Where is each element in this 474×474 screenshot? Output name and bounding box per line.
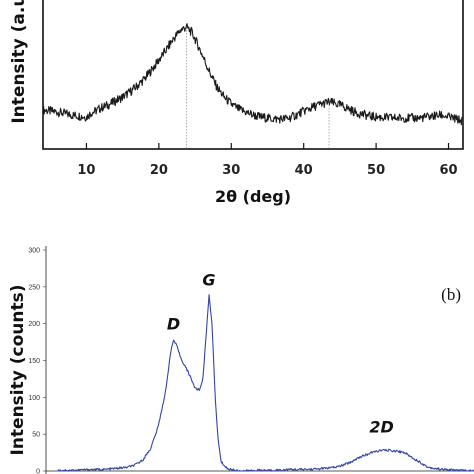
peak-label: D	[167, 315, 180, 334]
peak-label: 2D	[369, 418, 393, 437]
y-tick-label: 250	[28, 284, 40, 291]
x-tick-label: 20	[150, 163, 168, 178]
y-tick-label: 150	[28, 358, 40, 365]
x-tick-label: 30	[222, 163, 240, 178]
x-tick-label: 10	[77, 163, 95, 178]
reference-lines-a	[185, 27, 330, 149]
y-axis-label-b: Intensity (counts)	[8, 284, 28, 455]
y-ticks-b: 0 50 100 150 200 250 300	[28, 248, 46, 474]
xrd-curve	[42, 23, 464, 126]
x-tick-label: 40	[295, 163, 313, 178]
x-tick-label: 60	[439, 163, 457, 178]
x-tick-label: 50	[367, 163, 385, 178]
y-tick-label: 0	[36, 469, 40, 474]
y-tick-label: 200	[28, 321, 40, 328]
peak-annotations: D G 2D	[167, 270, 394, 436]
y-tick-label: 100	[28, 395, 40, 402]
x-axis-label-a: 2θ (deg)	[215, 187, 291, 206]
y-tick-label: 300	[28, 248, 40, 255]
y-tick-label: 50	[32, 432, 40, 439]
plot-frame-a	[42, 0, 464, 150]
y-axis-label-a: Intensity (a.u.)	[9, 0, 29, 124]
panel-b: 0 50 100 150 200 250 300 D G 2D (b) Intensity (c…	[8, 246, 474, 474]
raman-curve	[57, 294, 474, 472]
panel-a: 10 20 30 40 50 60 2θ (deg) Intensity (a.u.)	[9, 0, 464, 206]
peak-label: G	[202, 270, 215, 289]
panel-label-b: (b)	[441, 285, 461, 304]
x-ticks-a: 10 20 30 40 50 60	[77, 143, 458, 178]
